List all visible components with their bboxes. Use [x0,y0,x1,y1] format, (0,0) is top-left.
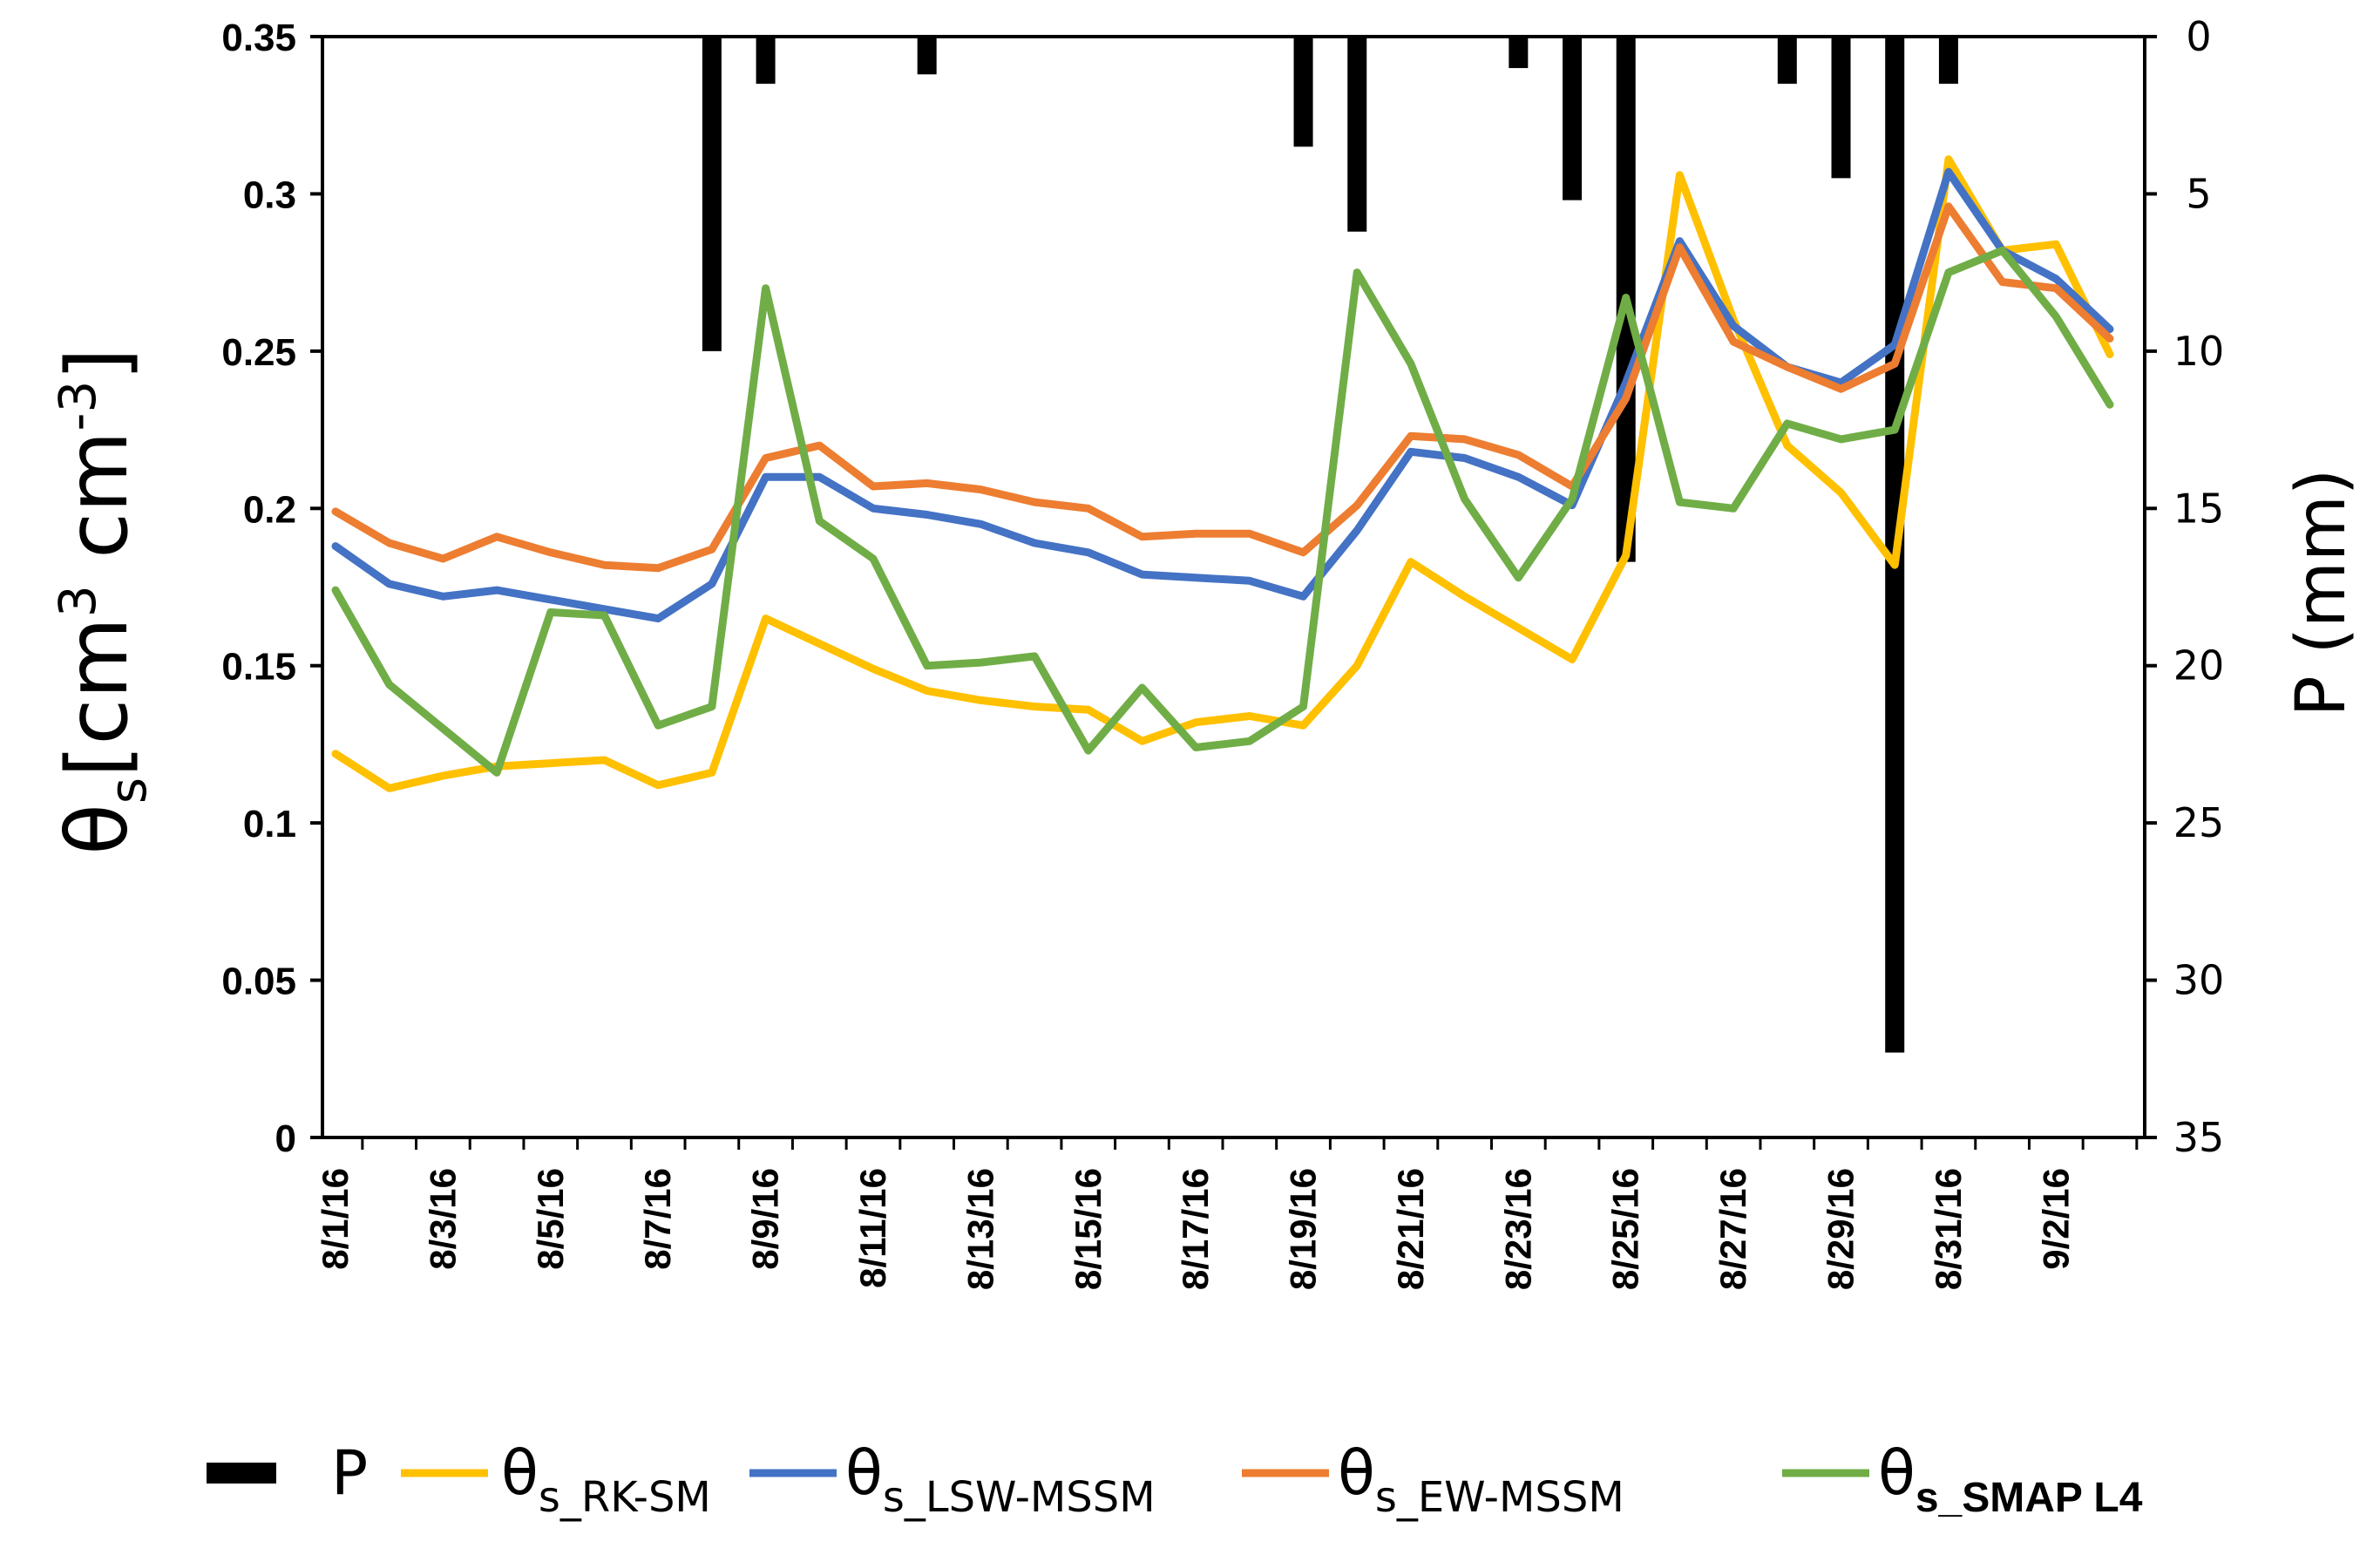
y-right-tick-label: 20 [2173,642,2225,689]
ylabel-unit-open: [cm [49,617,146,778]
y-left-tick-label: 0.15 [221,646,296,689]
series-line-lsw-mssm [331,167,2114,623]
x-tick-label: 8/31/16 [1928,1168,1969,1290]
y-axis-right-label: P (mm) [2282,469,2361,717]
y-left-tick-label: 0.25 [221,331,296,374]
y-right-tick-label: 0 [2186,13,2211,60]
legend-item: θs_LSW-MSSM [749,1437,1156,1522]
legend-subscript: s_SMAP L4 [1916,1475,2143,1521]
y-right-tick-label: 35 [2173,1114,2225,1161]
legend-label: θs_SMAP L4 [1878,1437,2143,1521]
series-lines [331,155,2114,792]
legend-subscript: s_RK-SM [539,1473,711,1522]
y-left-tick-label: 0.3 [243,173,296,216]
x-tick-label: 8/17/16 [1175,1168,1216,1290]
x-tick-label: 9/2/16 [2035,1168,2076,1270]
y-right-tick-label: 25 [2173,799,2225,846]
x-tick-label: 8/5/16 [530,1168,571,1270]
y-axis-left-ticks: 0 0.05 0.1 0.15 0.2 0.25 0.3 0.35 [221,17,322,1160]
y-left-tick-label: 0.2 [243,488,296,531]
ylabel-unit-close: ] [49,348,146,380]
ylabel-sub: s [98,778,158,804]
x-tick-label: 8/29/16 [1821,1168,1861,1290]
series-line-smap-l4 [331,246,2114,777]
x-tick-label: 8/23/16 [1497,1168,1538,1290]
y-right-tick-label: 30 [2173,957,2225,1004]
series-line-ew-mssm [331,202,2114,573]
x-tick-label: 8/1/16 [315,1168,356,1270]
precip-bar [702,37,722,351]
y-axis-right-ticks: 0 5 10 15 20 25 30 35 [2145,13,2224,1161]
y-right-tick-label: 10 [2173,328,2225,375]
y-axis-left-label: θs[cm3 cm-3] [48,348,158,855]
legend-theta: θ [501,1437,539,1509]
ylabel-sup2: -3 [48,381,107,431]
y-left-tick-label: 0 [275,1117,296,1160]
x-tick-label: 8/9/16 [745,1168,786,1270]
legend-item: P [207,1437,368,1509]
precipitation-bars [702,37,1958,1053]
precip-bar [1563,37,1583,200]
y-left-tick-label: 0.35 [221,17,296,59]
x-tick-label: 8/15/16 [1068,1168,1109,1290]
x-tick-label: 8/11/16 [852,1168,893,1288]
ylabel-unit-mid: cm [49,431,146,585]
plot-area [321,35,2146,1139]
precip-bar [756,37,776,85]
precip-bar [917,37,937,75]
ylabel-theta: θ [49,804,146,855]
series-line-rk-sm [331,155,2114,792]
x-tick-label: 8/25/16 [1605,1168,1646,1290]
legend-item: θs_RK-SM [401,1437,711,1522]
x-tick-label: 8/21/16 [1390,1168,1431,1290]
legend-theta: θ [845,1437,883,1509]
legend-subscript: s_LSW-MSSM [883,1473,1156,1522]
y-right-tick-label: 5 [2186,170,2211,217]
precip-bar [1293,37,1313,147]
legend-swatch-bar [207,1463,276,1484]
y-left-tick-label: 0.05 [221,961,296,1003]
ylabel-sup1: 3 [48,585,107,617]
x-tick-label: 8/27/16 [1712,1168,1753,1290]
precip-bar [1831,37,1851,179]
legend-label: P [331,1437,368,1509]
legend-subscript: s_EW-MSSM [1375,1473,1624,1522]
precip-bar [1347,37,1367,232]
x-tick-label: 8/7/16 [637,1168,678,1270]
legend-item: θs_SMAP L4 [1782,1437,2143,1521]
precip-bar [1777,37,1797,85]
x-tick-label: 8/13/16 [959,1168,1000,1290]
y-left-tick-label: 0.1 [243,803,296,845]
legend-label: θs_LSW-MSSM [845,1437,1156,1522]
precip-bar [1938,37,1958,85]
legend-theta: θ [1338,1437,1375,1509]
legend-label: θs_EW-MSSM [1338,1437,1624,1522]
y-right-tick-label: 15 [2173,485,2225,532]
legend-item: θs_EW-MSSM [1242,1437,1624,1522]
legend-label: θs_RK-SM [501,1437,711,1522]
x-tick-label: 8/19/16 [1283,1168,1324,1290]
legend-theta: θ [1878,1437,1916,1509]
x-tick-label: 8/3/16 [422,1168,463,1270]
x-axis-ticks: 8/1/16 8/3/16 8/5/16 8/7/16 8/9/16 8/11/16 8/1… [315,1137,2139,1290]
precip-bar [1509,37,1529,69]
